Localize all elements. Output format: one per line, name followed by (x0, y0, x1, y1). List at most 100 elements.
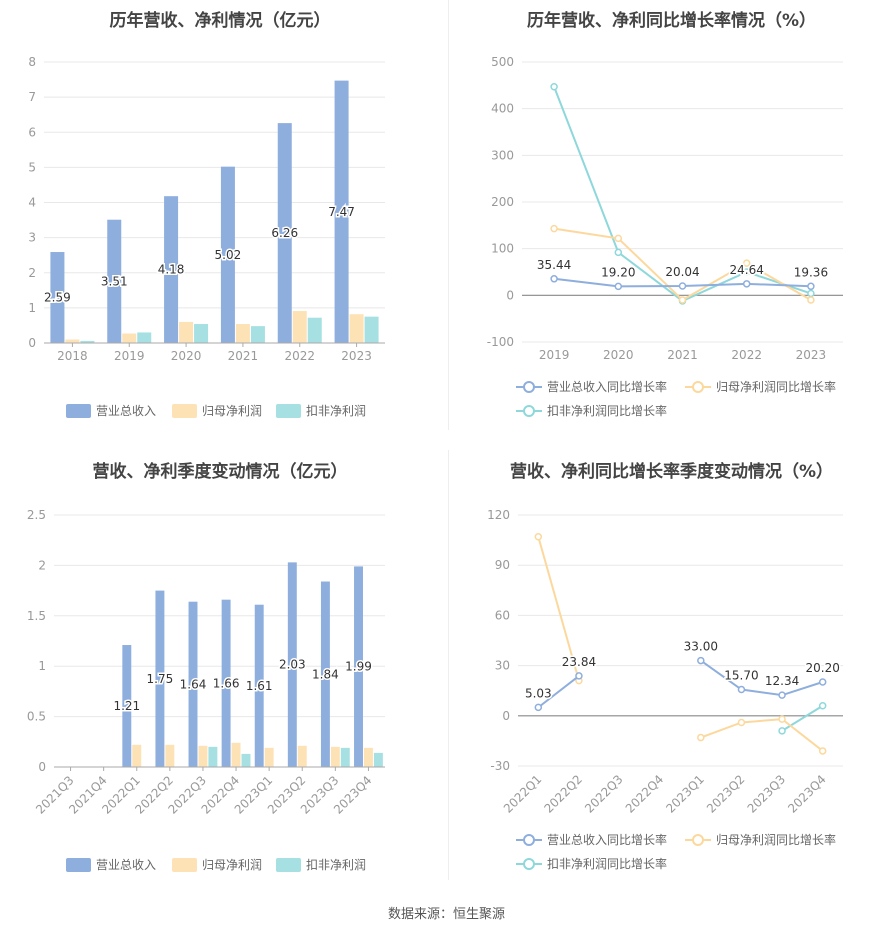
legend-swatch (276, 858, 301, 872)
x-tick-label: 2020 (603, 348, 634, 362)
bar (80, 340, 95, 343)
data-point (697, 733, 705, 742)
data-point (737, 685, 746, 694)
bar (194, 324, 209, 343)
data-point (818, 747, 827, 755)
bar (363, 747, 373, 767)
y-tick-label: 4 (28, 196, 36, 210)
y-tick-label: 300 (491, 148, 514, 162)
bar (241, 753, 251, 767)
bar (208, 746, 218, 767)
x-tick-label: 2022Q1 (501, 772, 545, 816)
chart-title: 历年营收、净利情况（亿元） (109, 11, 331, 31)
legend-label: 营业总收入 (96, 858, 156, 872)
x-tick-label: 2019 (114, 349, 145, 363)
chart-title: 历年营收、净利同比增长率情况（%） (526, 11, 817, 31)
chart-svg: -100 0 100 200 300 400 500 2019 2020 2021 2022 2023… (487, 55, 843, 418)
legend-label: 扣非净利润同比增长率 (547, 403, 667, 418)
bar (231, 742, 241, 767)
y-tick-label: 1 (38, 659, 46, 673)
data-point (778, 715, 786, 723)
data-point (678, 296, 687, 304)
y-tick-label: 100 (491, 242, 514, 256)
y-tick-label: 3 (28, 231, 36, 245)
legend-label: 营业总收入同比增长率 (547, 379, 667, 394)
bar (188, 601, 198, 767)
x-tick-label: 2023 (796, 348, 827, 362)
data-label: 20.20 (806, 661, 840, 675)
data-label: 35.44 (537, 258, 571, 272)
data-point (737, 718, 746, 727)
x-tick-label: 2023Q3 (745, 772, 789, 816)
bar (373, 752, 383, 767)
y-tick-label: 0 (28, 336, 36, 350)
bar (132, 744, 142, 767)
x-tick-label: 2021 (667, 348, 698, 362)
data-point (534, 533, 543, 541)
y-tick-label: 1 (28, 301, 36, 315)
data-label: 19.20 (601, 265, 635, 279)
legend-marker (523, 858, 535, 870)
bar (320, 581, 330, 767)
vertical-divider-top (448, 0, 449, 430)
legend-swatch (276, 404, 301, 418)
legend-label: 归母净利润同比增长率 (716, 379, 836, 394)
bar (122, 645, 132, 767)
data-point (742, 259, 751, 267)
y-tick-label: 2.5 (27, 508, 46, 522)
series-line (700, 718, 824, 752)
data-label: 15.70 (724, 669, 758, 683)
data-label: 2.03 (279, 658, 306, 672)
data-label: 19.36 (794, 265, 828, 279)
y-tick-label: 8 (28, 55, 36, 69)
quarterly-revenue-profit-chart: 营收、净利季度变动情况（亿元） 0 0.5 1 1.5 2 2.5 2021Q3 2021Q4… (0, 450, 440, 890)
bar (250, 326, 265, 343)
bar (292, 311, 307, 343)
data-point (678, 282, 687, 290)
data-label: 1.64 (180, 677, 207, 691)
y-tick-label: 0 (502, 709, 510, 723)
bar (155, 590, 165, 767)
bar (235, 324, 250, 343)
y-tick-label: -100 (487, 335, 514, 349)
data-label: 3.51 (101, 274, 128, 288)
annual-revenue-profit-chart: 历年营收、净利情况（亿元） 0 1 2 3 4 5 6 7 8 2.59 2018 3.51 2019 4… (0, 0, 440, 430)
x-tick-label: 2021 (228, 349, 259, 363)
y-tick-label: 0 (38, 760, 46, 774)
y-tick-label: 0 (506, 288, 514, 302)
data-point (534, 703, 543, 712)
y-tick-label: 5 (28, 160, 36, 174)
data-label: 1.21 (113, 699, 140, 713)
bar (297, 745, 307, 767)
legend-marker (692, 381, 704, 393)
legend-marker (523, 405, 535, 417)
bar (349, 314, 364, 343)
data-point (742, 268, 751, 276)
bar (122, 333, 137, 343)
data-label: 5.03 (525, 686, 552, 700)
y-tick-label: 90 (495, 558, 510, 572)
legend-label: 归母净利润同比增长率 (716, 832, 836, 847)
x-tick-label: 2019 (539, 348, 570, 362)
bar (334, 80, 349, 344)
x-tick-label: 2018 (57, 349, 88, 363)
data-point (807, 296, 815, 304)
x-tick-label: 2022Q3 (582, 772, 626, 816)
y-tick-label: 0.5 (27, 710, 46, 724)
bar (198, 745, 208, 767)
y-tick-label: 1.5 (27, 609, 46, 623)
bar (220, 166, 235, 343)
x-tick-label: 2023Q1 (663, 772, 707, 816)
annual-growth-rate-chart: 历年营收、净利同比增长率情况（%） -100 0 100 200 300 400 500 20… (450, 0, 893, 430)
quarterly-growth-rate-chart: 营收、净利同比增长率季度变动情况（%） -30 0 30 60 90 120 2022Q1 2… (450, 450, 893, 890)
y-tick-label: -30 (490, 759, 510, 773)
data-point (778, 691, 786, 699)
vertical-divider-bottom (448, 450, 449, 880)
bar (340, 747, 350, 767)
x-tick-label: 2023Q4 (785, 772, 829, 816)
x-tick-label: 2022 (731, 348, 762, 362)
bar (137, 332, 152, 343)
bar (307, 317, 322, 343)
data-label: 1.75 (147, 672, 174, 686)
legend-label: 扣非净利润 (306, 404, 366, 418)
